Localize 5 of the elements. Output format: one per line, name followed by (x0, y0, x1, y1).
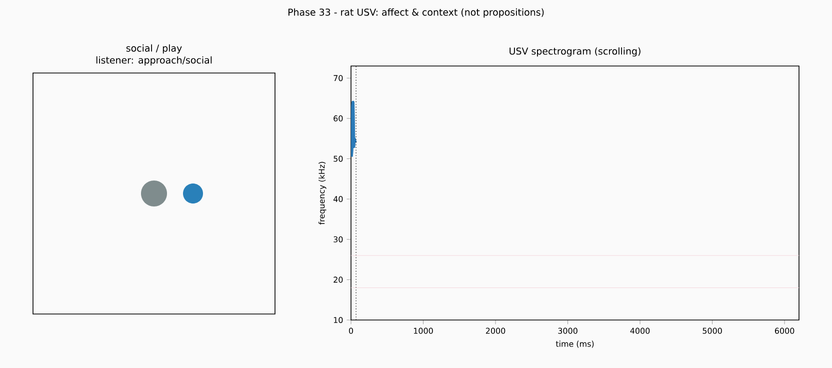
chart-title: USV spectrogram (scrolling) (510, 47, 640, 57)
text: listener: approach/social (96, 56, 212, 66)
text: social / play (126, 44, 182, 54)
text: Phase 33 - rat USV: affect & context (not propositions) (288, 8, 544, 18)
line-series (351, 100, 357, 158)
